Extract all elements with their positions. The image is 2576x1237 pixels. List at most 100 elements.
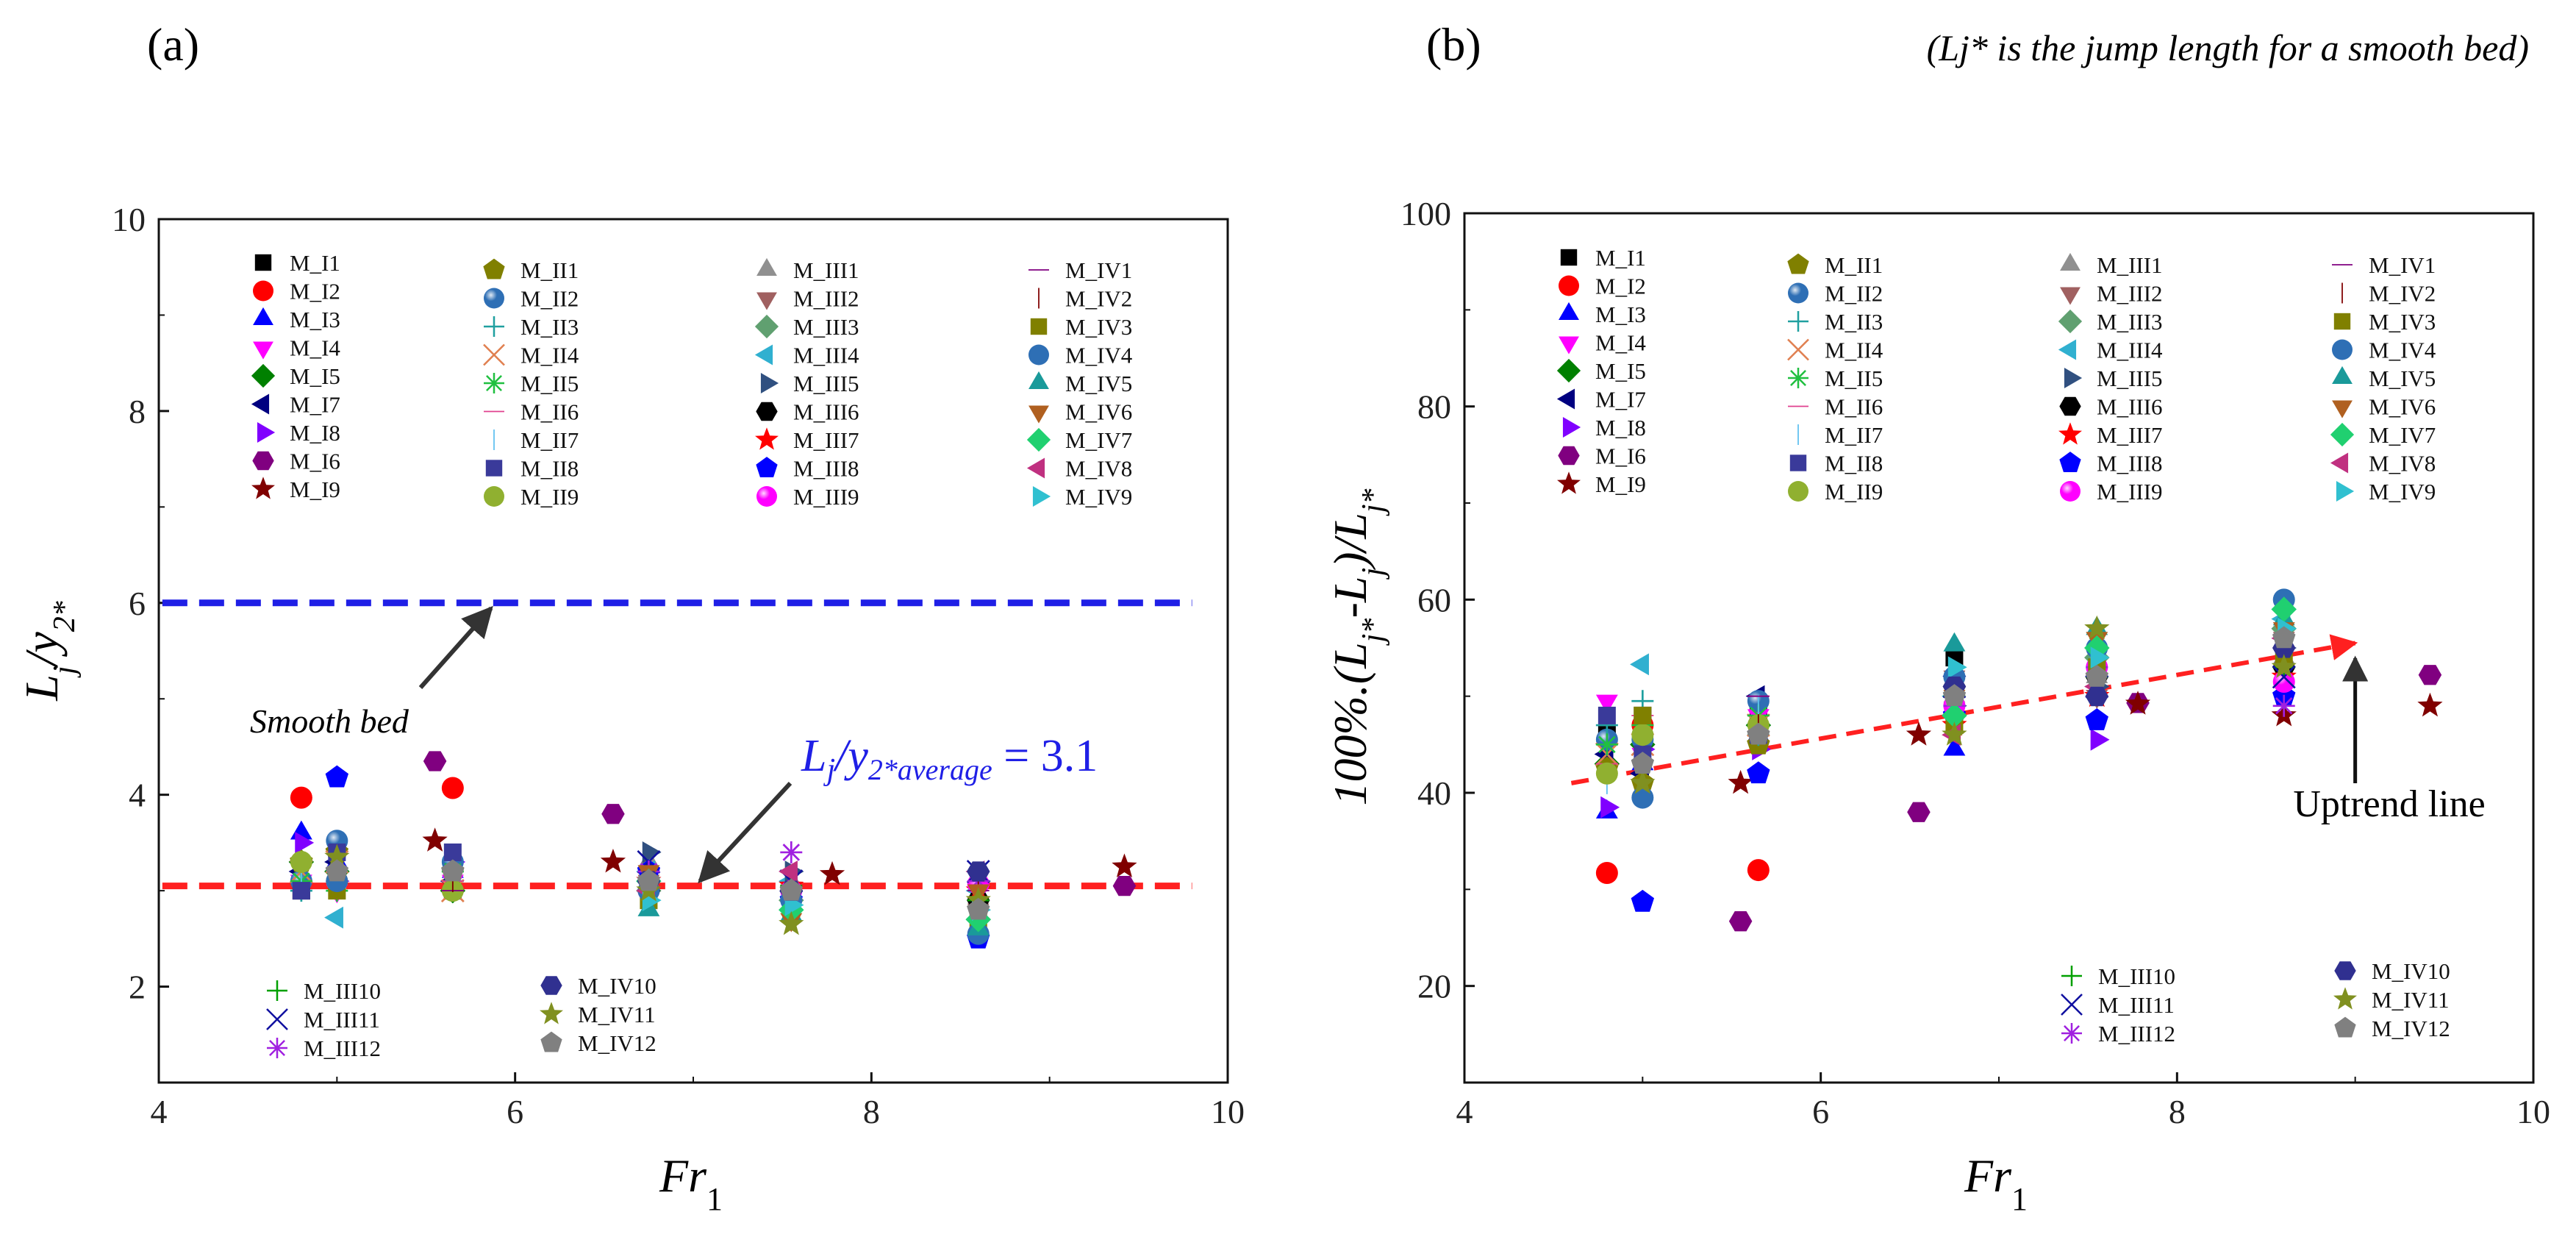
y-tick-label-b: 80: [1417, 388, 1451, 426]
legend-marker-b-M_II5: [1788, 368, 1808, 388]
legend-label-a-M_I8: M_I8: [290, 420, 340, 446]
legend-marker-a-M_I2: [253, 280, 273, 302]
point-a-M_IV12: [637, 869, 661, 891]
legend-label-b-M_II1: M_II1: [1825, 252, 1883, 278]
panel-label-b: (b): [1426, 18, 1481, 71]
legend-marker-b-M_IV11: [2333, 987, 2357, 1010]
legend-label-a-M_III5: M_III5: [793, 371, 859, 396]
legend-label-b-M_III12: M_III12: [2098, 1021, 2175, 1047]
legend-label-a-M_IV8: M_IV8: [1065, 456, 1132, 482]
legend-label-a-M_IV11: M_IV11: [578, 1002, 656, 1027]
point-b-M_IV5: [1943, 632, 1966, 652]
point-a-M_I9: [819, 860, 845, 885]
legend-label-b-M_III8: M_III8: [2097, 451, 2163, 477]
legend-label-b-M_III10: M_III10: [2098, 963, 2175, 989]
legend-marker-b-M_III3: [2058, 309, 2083, 334]
legend-marker-b-M_III5: [2064, 368, 2083, 388]
legend-label-a-M_IV5: M_IV5: [1065, 371, 1132, 396]
legend-marker-a-M_I7: [251, 393, 270, 415]
axis-ticks-a: 4 6 8 10 2 4 6 8 10: [112, 201, 1245, 1130]
legend-label-a-M_III11: M_III11: [304, 1007, 380, 1033]
legend-label-b-M_I9: M_I9: [1595, 471, 1646, 497]
legend-label-a-M_III4: M_III4: [793, 343, 859, 368]
legend-marker-a-M_IV8: [1026, 457, 1045, 479]
legend-label-b-M_II4: M_II4: [1825, 338, 1883, 363]
point-b-M_I6: [1907, 802, 1931, 822]
point-b-M_I6: [2418, 665, 2442, 685]
legend-marker-a-M_II3: [484, 316, 504, 337]
legend-label-b-M_IV2: M_IV2: [2369, 281, 2436, 307]
point-a-M_I9: [422, 827, 448, 852]
point-b-M_IV12: [1747, 722, 1770, 745]
y-axis-title-a: Lj/y2*: [15, 601, 82, 701]
legend-label-a-M_IV1: M_IV1: [1065, 257, 1132, 283]
legend-marker-a-M_III3: [754, 314, 779, 339]
point-a-M_III8: [325, 765, 349, 788]
legend-marker-b-M_III2: [2060, 287, 2081, 305]
point-b-M_IV3: [1634, 706, 1652, 724]
legend-label-b-M_IV5: M_IV5: [2369, 366, 2436, 391]
legend-marker-a-M_I5: [251, 363, 276, 388]
point-a-M_IV8: [779, 860, 798, 883]
x-tick-label-b: 10: [2516, 1093, 2550, 1130]
legend-label-b-M_IV12: M_IV12: [2372, 1016, 2450, 1041]
legend-marker-b-M_I9: [1557, 471, 1581, 494]
data-points-b: [1594, 588, 2443, 932]
legend-marker-b-M_III1: [2060, 252, 2081, 271]
point-b-M_II9: [1595, 762, 1618, 785]
point-b-M_I4: [1595, 694, 1618, 714]
legend-label-b-M_III4: M_III4: [2097, 338, 2163, 363]
point-b-M_IV9: [2090, 646, 2110, 669]
legend-marker-a-M_II2: [484, 288, 504, 309]
legend-marker-b-M_II4: [1787, 338, 1809, 361]
legend-marker-a-M_III6: [756, 402, 778, 421]
point-a-M_II8: [292, 882, 310, 900]
legend-label-a-M_III9: M_III9: [793, 484, 859, 510]
point-a-M_IV11: [779, 910, 804, 935]
legend-b: M_I1 M_I2 M_I3 M_I4M_I5 M_I7M_I8M_I6M_I9 M_II…: [1556, 245, 2450, 1047]
point-b-M_IV7: [2271, 596, 2297, 622]
legend-label-a-M_II4: M_II4: [520, 343, 579, 368]
legend-label-b-M_III9: M_III9: [2097, 479, 2163, 505]
legend-label-b-M_III7: M_III7: [2097, 422, 2163, 448]
x-tick-label-b: 6: [1812, 1093, 1829, 1130]
legend-marker-b-M_II3: [1788, 311, 1808, 332]
point-b-M_I9: [2125, 691, 2151, 715]
legend-marker-b-M_III10: [2061, 966, 2082, 986]
point-b-M_III4: [1630, 653, 1649, 676]
point-a-M_IV10: [966, 861, 990, 882]
legend-marker-a-M_IV5: [1028, 371, 1049, 390]
legend-marker-a-M_II9: [484, 486, 504, 507]
legend-a: M_I1 M_I2 M_I3 M_I4M_I5 M_I7M_I8 M_I6 M_I9 M_II…: [251, 250, 1133, 1061]
legend-marker-b-M_IV7: [2330, 422, 2355, 447]
legend-label-b-M_II6: M_II6: [1825, 394, 1883, 420]
panel-b-note: (Lj* is the jump length for a smooth bed…: [1927, 27, 2529, 68]
point-b-M_II5: [1595, 733, 1618, 756]
legend-marker-a-M_III9: [756, 486, 777, 507]
point-a-M_I2: [290, 786, 312, 809]
x-tick-label-a: 6: [507, 1093, 523, 1130]
point-b-M_III11: [2272, 665, 2296, 689]
legend-label-a-M_II5: M_II5: [520, 371, 579, 396]
legend-marker-a-M_IV11: [540, 1002, 563, 1024]
legend-label-a-M_I4: M_I4: [290, 335, 340, 361]
point-b-M_IV11: [2271, 654, 2297, 678]
legend-label-a-M_I7: M_I7: [290, 392, 340, 418]
legend-marker-b-M_III11: [2061, 994, 2083, 1016]
point-a-M_II9: [290, 850, 312, 873]
legend-marker-a-M_I6: [252, 451, 274, 471]
legend-label-a-M_III12: M_III12: [304, 1035, 381, 1061]
legend-marker-a-M_I4: [253, 341, 273, 360]
point-b-M_III8: [1747, 761, 1770, 784]
legend-label-a-M_III7: M_III7: [793, 427, 859, 453]
legend-marker-b-M_I8: [1562, 417, 1581, 438]
legend-label-a-M_I9: M_I9: [290, 477, 340, 502]
legend-marker-b-M_I7: [1556, 388, 1575, 410]
legend-marker-a-M_IV3: [1030, 318, 1048, 335]
y-tick-label-b: 20: [1417, 968, 1451, 1005]
legend-label-a-M_III1: M_III1: [793, 257, 859, 283]
legend-label-a-M_II1: M_II1: [520, 257, 579, 283]
legend-marker-a-M_III8: [756, 457, 778, 477]
legend-label-a-M_IV3: M_IV3: [1065, 314, 1132, 340]
point-b-M_I3: [1943, 736, 1966, 756]
